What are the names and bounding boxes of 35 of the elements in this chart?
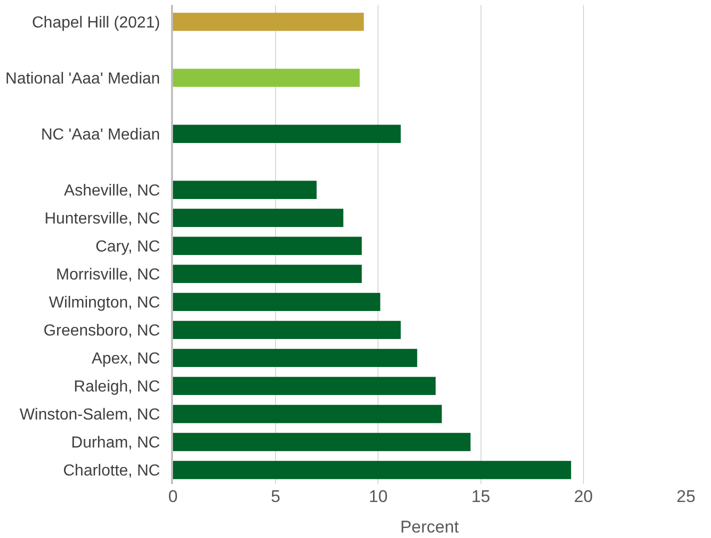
y-tick-label: Wilmington, NC bbox=[48, 294, 160, 312]
x-tick-label: 20 bbox=[574, 487, 593, 506]
bar bbox=[173, 376, 436, 396]
y-tick-label: Huntersville, NC bbox=[44, 210, 160, 228]
y-tick-label: National 'Aaa' Median bbox=[5, 70, 160, 88]
x-tick-label: 10 bbox=[368, 487, 388, 506]
y-tick-label: Apex, NC bbox=[92, 350, 160, 368]
bar bbox=[173, 264, 362, 284]
y-tick-label: Cary, NC bbox=[95, 238, 160, 256]
y-tick-label: Greensboro, NC bbox=[44, 322, 160, 340]
x-tick-label: 5 bbox=[270, 487, 280, 506]
bar bbox=[173, 348, 418, 368]
y-tick-label: Morrisville, NC bbox=[56, 266, 160, 284]
x-tick-label: 15 bbox=[471, 487, 490, 506]
x-axis-title: Percent bbox=[400, 517, 460, 536]
bar bbox=[173, 292, 380, 312]
y-tick-label: NC 'Aaa' Median bbox=[40, 126, 160, 144]
y-tick-label: Winston-Salem, NC bbox=[20, 406, 160, 424]
bar bbox=[173, 320, 401, 340]
bar bbox=[173, 208, 344, 227]
y-tick-label: Asheville, NC bbox=[64, 182, 160, 200]
bar bbox=[173, 12, 364, 31]
y-tick-label: Durham, NC bbox=[71, 434, 160, 452]
bar bbox=[173, 180, 317, 199]
y-tick-label: Chapel Hill (2021) bbox=[32, 14, 160, 32]
y-tick-label: Charlotte, NC bbox=[63, 462, 160, 480]
bar bbox=[173, 236, 362, 255]
bar bbox=[173, 404, 442, 424]
bar bbox=[173, 124, 401, 143]
x-tick-label: 25 bbox=[676, 487, 696, 506]
y-tick-label: Raleigh, NC bbox=[74, 378, 160, 396]
x-tick-label: 0 bbox=[168, 487, 178, 506]
bar bbox=[173, 68, 360, 87]
bar bbox=[173, 460, 572, 480]
bar bbox=[173, 432, 471, 452]
